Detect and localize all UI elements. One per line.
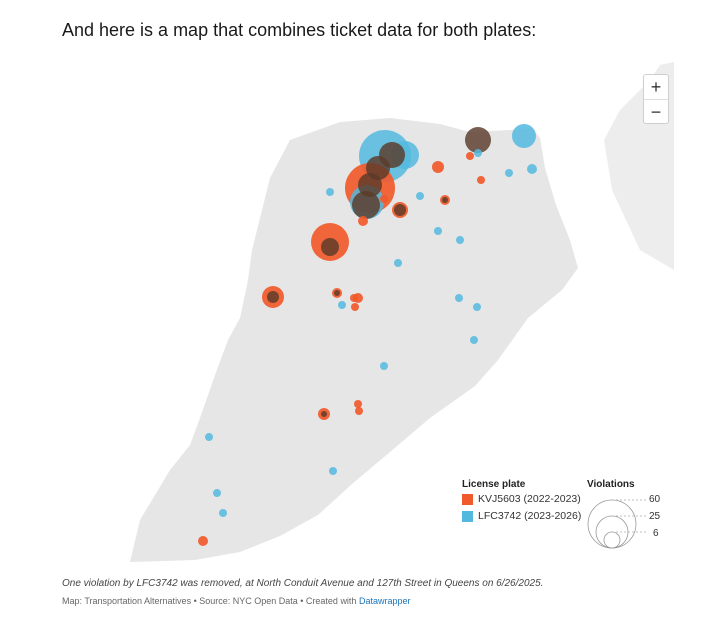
legend-size-title: Violations <box>587 479 635 490</box>
size-label-25: 25 <box>649 511 661 522</box>
violation-marker-lfc3742[interactable] <box>329 467 337 475</box>
violation-marker-kvj5603[interactable] <box>380 195 388 203</box>
violation-marker-lfc3742[interactable] <box>455 294 463 302</box>
violation-marker-overlap[interactable] <box>321 238 339 256</box>
violation-marker-kvj5603[interactable] <box>351 303 359 311</box>
size-legend-circle-60 <box>587 499 637 549</box>
violation-marker-overlap[interactable] <box>334 290 340 296</box>
violation-markers <box>198 124 537 546</box>
size-label-60: 60 <box>649 494 661 505</box>
kvj5603-swatch <box>462 493 473 505</box>
violation-marker-lfc3742[interactable] <box>473 303 481 311</box>
lfc3742-swatch <box>462 510 473 522</box>
violation-marker-lfc3742[interactable] <box>527 164 537 174</box>
zoom-control: + − <box>643 74 669 124</box>
violation-marker-lfc3742[interactable] <box>213 489 221 497</box>
violation-marker-lfc3742[interactable] <box>205 433 213 441</box>
violation-marker-overlap[interactable] <box>358 173 382 197</box>
legend-plate-title: License plate <box>462 479 526 490</box>
datawrapper-link[interactable]: Datawrapper <box>358 596 411 606</box>
size-legend-circle-6 <box>603 531 621 549</box>
violation-marker-overlap[interactable] <box>465 127 491 153</box>
violation-marker-kvj5603[interactable] <box>198 536 208 546</box>
violation-marker-lfc3742[interactable] <box>380 362 388 370</box>
violation-marker-kvj5603[interactable] <box>354 400 362 408</box>
violation-marker-lfc3742[interactable] <box>456 236 464 244</box>
violation-marker-kvj5603[interactable] <box>355 407 363 415</box>
page-heading: And here is a map that combines ticket d… <box>62 20 537 40</box>
violation-marker-kvj5603[interactable] <box>477 176 485 184</box>
violation-marker-lfc3742[interactable] <box>434 227 442 235</box>
violation-marker-overlap[interactable] <box>442 197 448 203</box>
violation-marker-overlap[interactable] <box>394 204 406 216</box>
violation-marker-overlap[interactable] <box>352 191 380 219</box>
violation-marker-lfc3742[interactable] <box>338 301 346 309</box>
violation-marker-lfc3742[interactable] <box>470 336 478 344</box>
legend-item-lfc3742: LFC3742 (2023-2026) <box>462 510 581 522</box>
legend-item-label: LFC3742 (2023-2026) <box>478 510 582 522</box>
source-text: Map: Transportation Alternatives • Sourc… <box>62 596 359 606</box>
staten-island-land <box>130 118 578 562</box>
violation-marker-overlap[interactable] <box>267 291 279 303</box>
size-legend <box>587 499 646 549</box>
zoom-in-button[interactable]: + <box>644 75 668 100</box>
violation-marker-kvj5603[interactable] <box>466 152 474 160</box>
violation-marker-lfc3742[interactable] <box>416 192 424 200</box>
legend-item-label: KVJ5603 (2022-2023) <box>478 493 581 505</box>
violation-marker-kvj5603[interactable] <box>432 161 444 173</box>
violation-marker-lfc3742[interactable] <box>505 169 513 177</box>
zoom-out-button[interactable]: − <box>650 102 662 122</box>
size-label-6: 6 <box>653 528 659 539</box>
violation-marker-lfc3742[interactable] <box>219 509 227 517</box>
violation-marker-overlap[interactable] <box>321 411 327 417</box>
violation-marker-lfc3742[interactable] <box>474 149 482 157</box>
violation-marker-lfc3742[interactable] <box>512 124 536 148</box>
violation-marker-kvj5603[interactable] <box>350 294 358 302</box>
violation-marker-lfc3742[interactable] <box>326 188 334 196</box>
footnote: One violation by LFC3742 was removed, at… <box>62 578 544 589</box>
violation-marker-kvj5603[interactable] <box>358 216 368 226</box>
violation-marker-lfc3742[interactable] <box>394 259 402 267</box>
legend-item-kvj5603: KVJ5603 (2022-2023) <box>462 493 581 505</box>
source-line: Map: Transportation Alternatives • Sourc… <box>62 596 410 606</box>
